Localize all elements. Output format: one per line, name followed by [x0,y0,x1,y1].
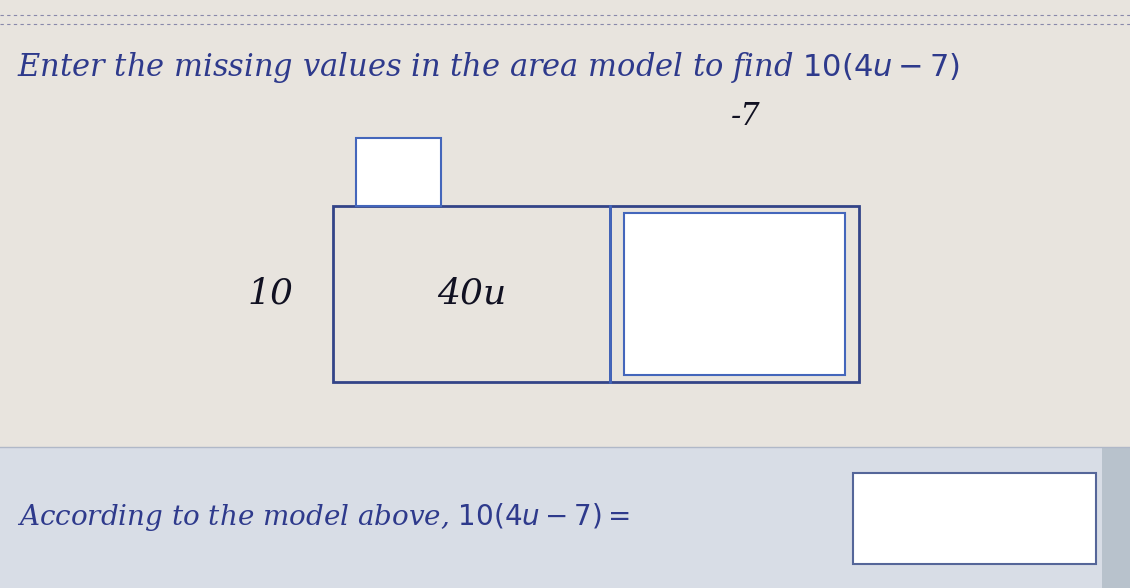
Bar [333,206,610,382]
Text: Enter the missing values in the area model to find $10(4u-7)$: Enter the missing values in the area mod… [17,50,959,85]
Text: 40u: 40u [437,277,506,311]
Bar [610,206,859,382]
Text: -7: -7 [731,101,760,132]
Text: 10: 10 [247,277,294,311]
Bar [356,138,441,206]
Bar [853,473,1096,564]
Bar [1102,447,1130,588]
Text: According to the model above, $10(4u-7)=$: According to the model above, $10(4u-7)=… [17,502,629,533]
Bar [0,447,1130,588]
Bar [624,213,845,375]
